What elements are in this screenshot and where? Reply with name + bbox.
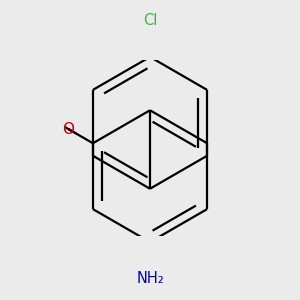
Text: Cl: Cl xyxy=(143,13,157,28)
Text: NH₂: NH₂ xyxy=(136,271,164,286)
Text: O: O xyxy=(62,122,74,136)
